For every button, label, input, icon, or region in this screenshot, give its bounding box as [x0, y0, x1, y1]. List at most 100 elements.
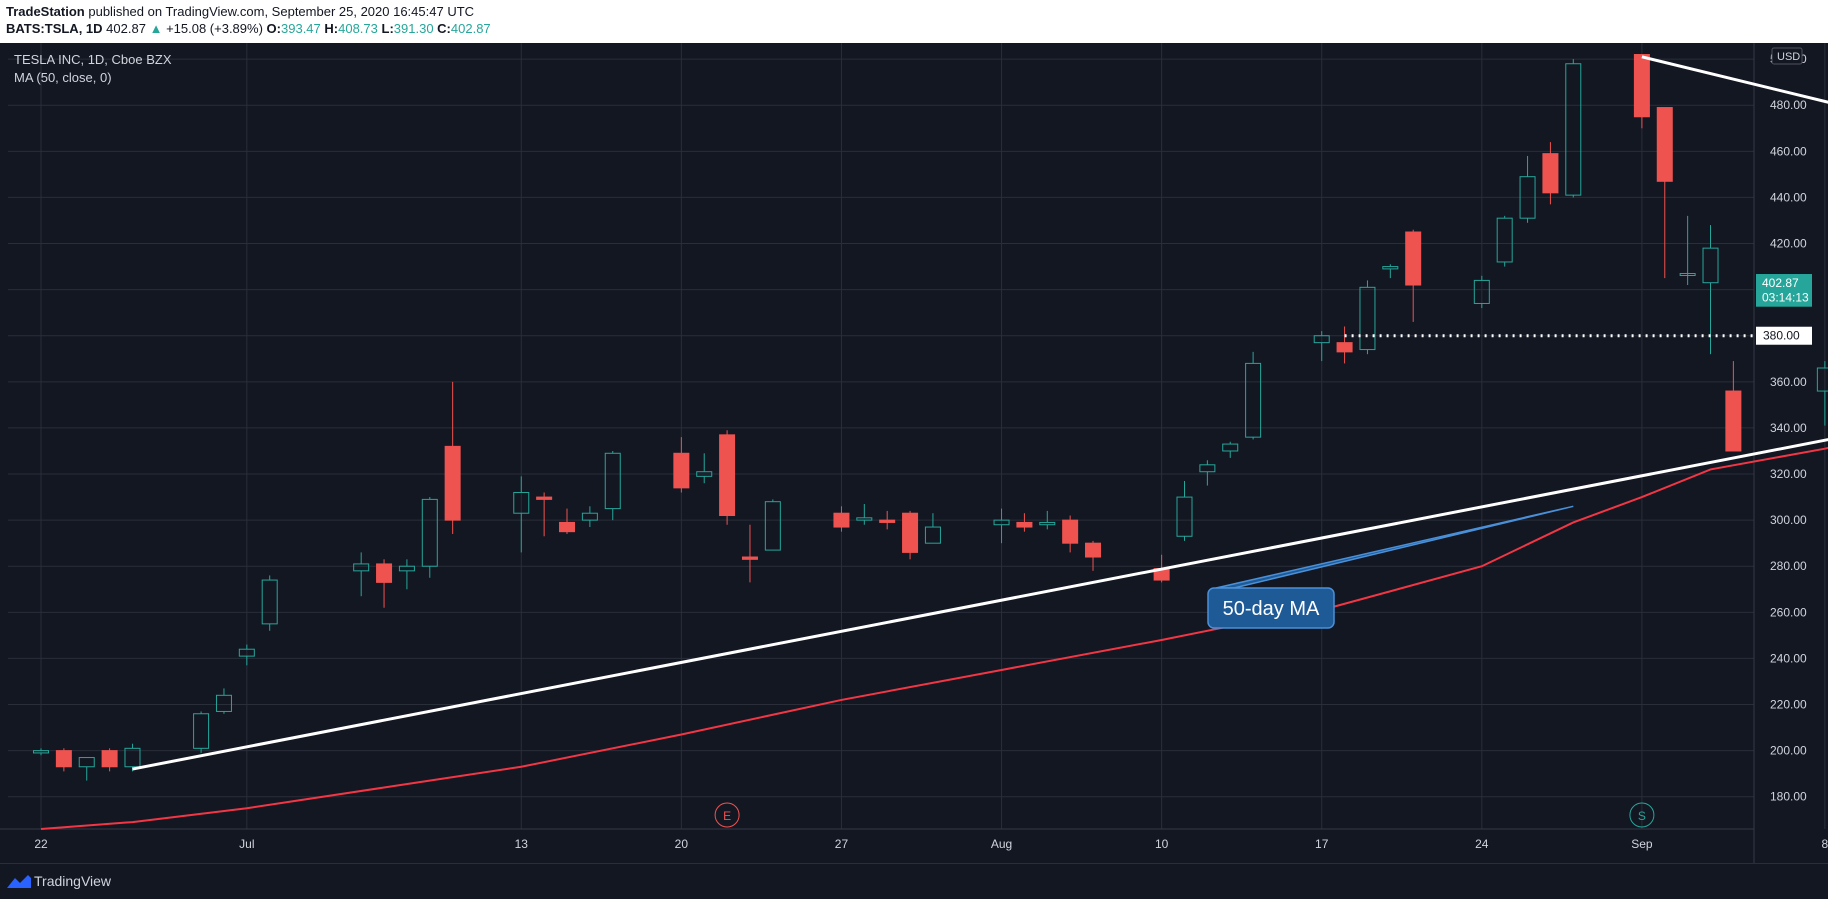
tradingview-brand[interactable]: TradingView — [34, 873, 112, 889]
candle — [673, 437, 690, 493]
time-tick-label: 13 — [515, 837, 529, 851]
candle — [741, 524, 758, 583]
chart-area[interactable]: 180.00 200.00 220.00 240.00 260.00 280.00 300.… — [0, 43, 1828, 863]
candle-body — [78, 757, 95, 768]
candle-body — [902, 512, 919, 553]
candle — [1039, 510, 1056, 530]
candle — [1405, 229, 1422, 322]
candle — [1702, 225, 1719, 355]
candle — [1519, 155, 1536, 223]
low-label: L: — [381, 21, 394, 36]
candle — [1679, 215, 1696, 286]
candle — [833, 506, 850, 532]
price-tick-label: 480.00 — [1770, 98, 1807, 112]
candle — [353, 552, 370, 597]
candle — [879, 510, 896, 530]
candle-body — [398, 565, 415, 572]
candle — [902, 510, 919, 560]
candle-body — [1245, 362, 1262, 438]
candle — [1016, 513, 1033, 532]
candle-body — [1382, 266, 1399, 270]
trendline — [132, 438, 1828, 771]
candle — [1725, 361, 1742, 452]
candle-body — [124, 747, 141, 768]
candle — [55, 748, 72, 772]
candle — [261, 575, 278, 631]
trendline — [1641, 55, 1828, 104]
candle — [1222, 441, 1239, 458]
symbol-label: BATS:TSLA, 1D — [6, 21, 103, 36]
publish-info: TradeStation published on TradingView.co… — [6, 4, 474, 19]
candle — [536, 492, 553, 537]
low-value: 391.30 — [393, 21, 434, 36]
candle-body — [1085, 542, 1102, 558]
candle — [1816, 361, 1828, 426]
ohlc-info: BATS:TSLA, 1D 402.87 ▲ +15.08 (+3.89%) O… — [6, 21, 491, 36]
candle-body — [1633, 54, 1650, 118]
time-tick-label: Sep — [1631, 837, 1653, 851]
up-arrow-icon: ▲ — [149, 21, 163, 36]
price-tick-label: 440.00 — [1770, 190, 1807, 204]
candle-body — [101, 750, 118, 768]
price-tick-label: 180.00 — [1770, 790, 1807, 804]
candle — [33, 748, 49, 756]
last-price-badge — [1756, 274, 1812, 293]
high-label: H: — [324, 21, 339, 36]
candle — [1176, 480, 1193, 541]
candle — [513, 476, 530, 553]
candlestick-chart[interactable]: 180.00 200.00 220.00 240.00 260.00 280.00 300.… — [0, 43, 1828, 863]
candle — [398, 559, 415, 590]
candle-body — [993, 519, 1010, 526]
candle — [1359, 280, 1376, 355]
candle-body — [833, 512, 850, 528]
time-tick-label: 24 — [1475, 837, 1489, 851]
time-tick-label: 8 — [1822, 837, 1828, 851]
candle — [101, 748, 118, 772]
candle — [1199, 460, 1216, 486]
candle-body — [696, 471, 713, 477]
indicator-label[interactable]: MA (50, close, 0) — [14, 70, 112, 85]
candle — [696, 453, 713, 484]
time-tick-label: 17 — [1315, 837, 1329, 851]
event-marker-label: S — [1638, 809, 1646, 823]
candle-body — [1313, 335, 1330, 344]
candle — [993, 508, 1010, 544]
candle-body — [1565, 63, 1582, 196]
price-tick-label: 320.00 — [1770, 467, 1807, 481]
price-tick-label: 360.00 — [1770, 375, 1807, 389]
footer-bar: TradingView — [0, 863, 1828, 899]
candle-body — [33, 750, 49, 754]
price-tick-label: 200.00 — [1770, 744, 1807, 758]
price-tick-label: 420.00 — [1770, 237, 1807, 251]
support-price-badge — [1756, 326, 1812, 345]
candle-body — [1359, 286, 1376, 351]
candle-body — [1222, 443, 1239, 452]
price-tick-label: 460.00 — [1770, 144, 1807, 158]
candle-body — [1336, 342, 1353, 353]
event-marker — [714, 802, 740, 828]
candle-body — [238, 648, 255, 657]
candle — [856, 503, 873, 525]
support-price-label: 380.00 — [1763, 329, 1800, 343]
event-marker — [1629, 802, 1655, 828]
instrument-label: TESLA INC, 1D, Cboe BZX — [14, 52, 172, 67]
candle — [1062, 515, 1079, 553]
candle — [719, 430, 736, 525]
high-value: 408.73 — [338, 21, 378, 36]
candle-body — [719, 434, 736, 517]
time-tick-label: Aug — [991, 837, 1012, 851]
candle-body — [444, 445, 461, 521]
candle — [559, 508, 576, 534]
candle — [1496, 215, 1513, 267]
price-change: +15.08 (+3.89%) — [166, 21, 263, 36]
open-label: O: — [266, 21, 281, 36]
candle — [78, 757, 95, 781]
candle-body — [1816, 367, 1828, 392]
candle-body — [764, 501, 781, 551]
callout-box — [1207, 587, 1335, 629]
time-tick-label: 27 — [835, 837, 849, 851]
candle — [764, 499, 781, 551]
publisher-name[interactable]: TradeStation — [6, 4, 85, 19]
price-tick-label: 260.00 — [1770, 605, 1807, 619]
candle-body — [536, 496, 553, 500]
